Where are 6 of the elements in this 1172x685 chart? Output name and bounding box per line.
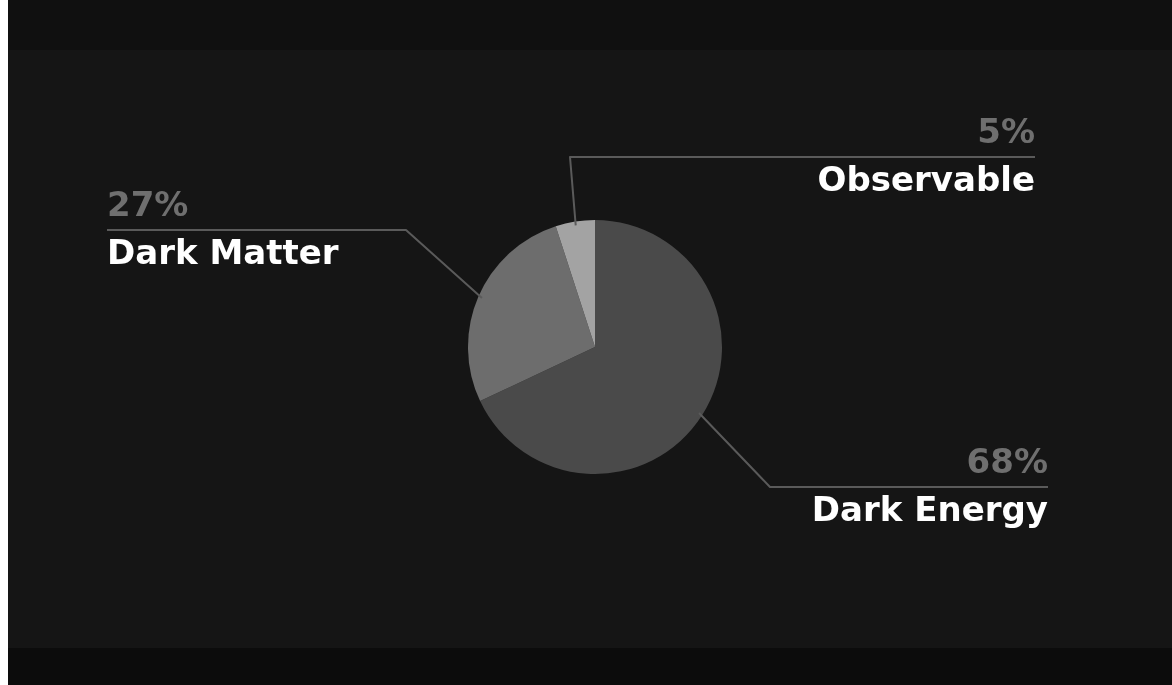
data-label: 5%	[977, 110, 1035, 151]
data-label: 68%	[966, 440, 1048, 481]
slice-label: Dark Matter	[107, 231, 339, 272]
slice-label: Dark Energy	[811, 488, 1048, 529]
data-label: 27%	[107, 183, 189, 224]
slice-label: Observable	[817, 158, 1035, 199]
